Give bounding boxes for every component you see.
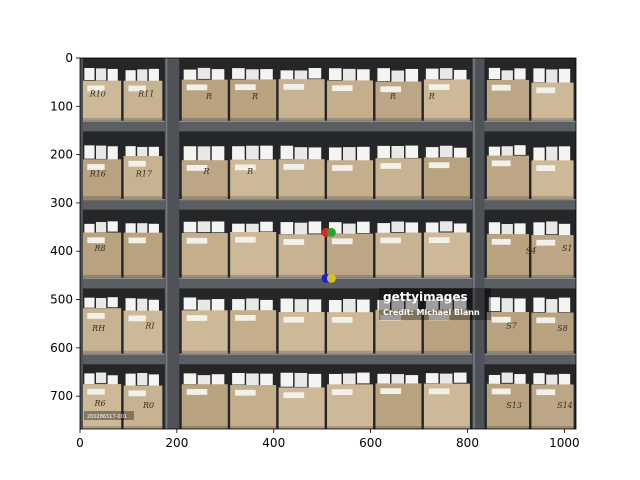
- watermark-credit: Credit: Michael Blann: [383, 308, 480, 317]
- box-handwritten-label: R: [203, 167, 210, 176]
- x-tick-label: 0: [76, 436, 84, 450]
- y-tick-label: 500: [50, 293, 73, 307]
- box-handwritten-label: R: [428, 92, 435, 101]
- y-tick-label: 0: [65, 51, 73, 65]
- box-handwritten-label: R17: [135, 169, 153, 178]
- box-handwritten-label: R: [389, 92, 396, 101]
- x-tick-label: 600: [359, 436, 382, 450]
- watermark-brand: gettyimages: [383, 290, 468, 304]
- scatter-point: [326, 227, 336, 237]
- watermark-backdrop: [379, 288, 491, 320]
- box-handwritten-label: S14: [557, 401, 573, 410]
- box-handwritten-label: R16: [89, 169, 106, 178]
- box-handwritten-label: S4: [526, 247, 537, 256]
- photo-id-backdrop: [84, 411, 134, 420]
- x-tick-label: 200: [165, 436, 188, 450]
- scatter-points: [321, 227, 336, 283]
- plot-area-frame: [79, 57, 577, 430]
- box-handwritten-label: S1: [562, 244, 573, 253]
- scatter-point: [326, 273, 336, 283]
- box-handwritten-label: S8: [557, 324, 568, 333]
- box-handwritten-label: R: [251, 92, 258, 101]
- box-handwritten-label: R10: [89, 90, 106, 99]
- watermark: gettyimages Credit: Michael Blann 200286…: [84, 288, 491, 420]
- box-handwritten-label: R8: [94, 244, 106, 253]
- box-handwritten-label: R0: [142, 401, 154, 410]
- box-handwritten-label: R11: [137, 90, 154, 99]
- x-axis: 0 200 400 600 800 1000: [76, 429, 580, 450]
- y-tick-label: 700: [50, 389, 73, 403]
- box-handwritten-label: S13: [506, 401, 522, 410]
- photo-id-label: 200286517-001: [87, 414, 127, 420]
- x-tick-label: 800: [456, 436, 479, 450]
- box-handwritten-label: R6: [94, 399, 106, 408]
- x-tick-label: 1000: [549, 436, 580, 450]
- y-tick-label: 400: [50, 244, 73, 258]
- box-handwritten-label: RH: [91, 324, 106, 333]
- y-tick-label: 300: [50, 196, 73, 210]
- box-handwritten-label: RI: [144, 322, 155, 331]
- box-handwritten-label: R: [246, 167, 253, 176]
- y-tick-label: 100: [50, 99, 73, 113]
- x-tick-label: 400: [262, 436, 285, 450]
- y-axis: 0 100 200 300 400 500 600 700: [50, 51, 80, 403]
- box-handwritten-label: S7: [506, 322, 517, 331]
- y-tick-label: 200: [50, 148, 73, 162]
- y-tick-label: 600: [50, 341, 73, 355]
- box-handwritten-label: R: [205, 92, 212, 101]
- shelf-photo-image: R10 R11 R R R R R16 R17 R R R8 S4 S1 RH RI S7 S8 R6 R0 S13 S…: [80, 58, 576, 429]
